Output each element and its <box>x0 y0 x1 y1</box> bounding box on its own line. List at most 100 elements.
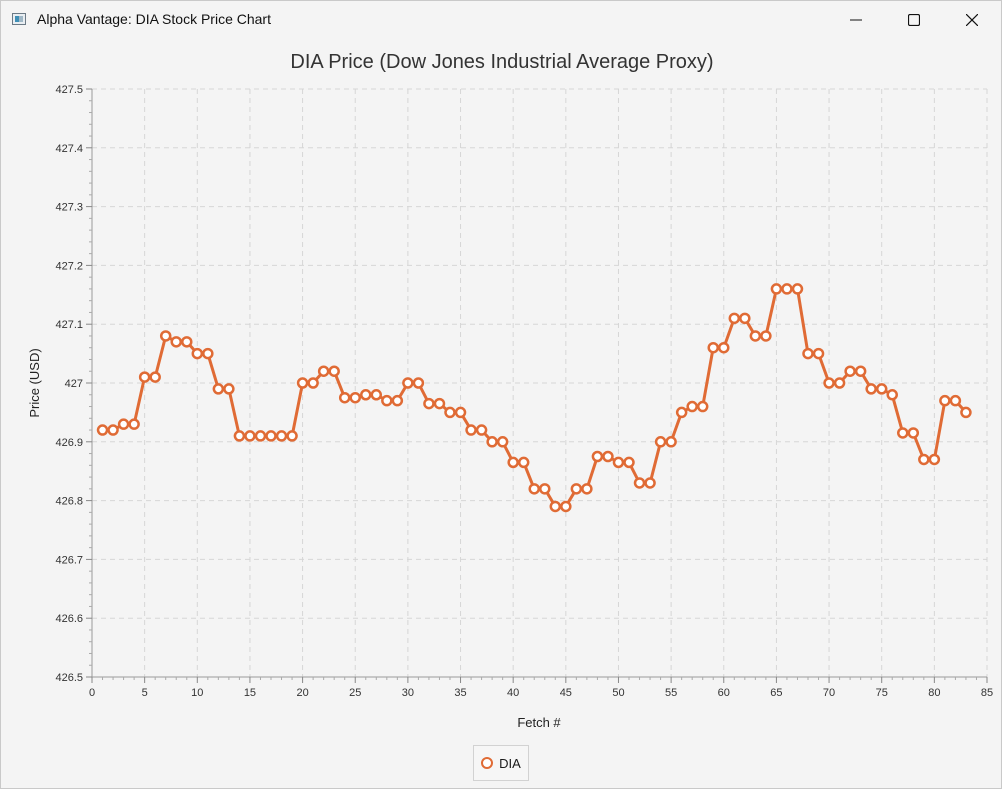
x-axis-label: Fetch # <box>517 715 561 730</box>
close-icon <box>966 14 978 26</box>
data-point <box>770 283 783 295</box>
y-tick-label: 426.7 <box>55 554 83 566</box>
data-point <box>781 283 793 295</box>
chart-title: DIA Price (Dow Jones Industrial Average … <box>290 51 713 73</box>
x-tick-label: 85 <box>981 687 993 699</box>
title-bar[interactable]: Alpha Vantage: DIA Stock Price Chart <box>1 1 1001 39</box>
data-point <box>528 483 540 495</box>
data-point <box>591 450 604 463</box>
data-point <box>612 456 625 469</box>
data-point <box>117 418 130 430</box>
y-tick-label: 426.6 <box>55 613 83 625</box>
data-point <box>844 365 856 377</box>
x-tick-label: 50 <box>612 687 624 699</box>
x-tick-label: 25 <box>349 687 361 699</box>
data-point <box>475 424 488 436</box>
data-point <box>149 371 161 383</box>
data-point <box>749 330 762 342</box>
data-point <box>854 365 867 377</box>
data-point <box>360 389 372 401</box>
data-point <box>549 500 562 513</box>
data-point <box>802 347 814 360</box>
data-point <box>307 377 319 389</box>
data-point <box>633 477 646 489</box>
y-tick-label: 426.9 <box>55 437 83 449</box>
data-point <box>381 394 393 407</box>
data-point <box>107 424 119 436</box>
chart-legend[interactable]: DIA <box>473 745 529 781</box>
data-point <box>918 453 930 466</box>
data-point <box>675 406 688 419</box>
data-point <box>654 436 667 448</box>
x-tick-label: 15 <box>244 687 256 699</box>
y-axis-ticks: 426.5 426.6 426.7 426.8 426.9 427 427.1 427.2 42… <box>55 84 92 684</box>
data-point <box>623 456 635 469</box>
x-tick-label: 5 <box>142 687 148 699</box>
data-point <box>665 436 677 448</box>
series-line <box>102 287 968 508</box>
data-point <box>949 394 962 407</box>
data-point <box>181 336 193 348</box>
y-tick-label: 426.8 <box>55 496 83 508</box>
data-point <box>581 483 593 495</box>
x-tick-label: 55 <box>665 687 677 699</box>
data-point <box>244 430 256 442</box>
legend-label: DIA <box>499 755 521 771</box>
x-tick-label: 80 <box>928 687 940 699</box>
x-tick-label: 60 <box>718 687 730 699</box>
y-tick-label: 427.3 <box>55 202 83 214</box>
data-point <box>560 500 572 513</box>
data-point <box>402 377 414 389</box>
y-tick-label: 427.2 <box>55 260 83 272</box>
data-point <box>391 394 404 407</box>
data-point <box>517 456 530 469</box>
data-point <box>939 394 951 407</box>
data-point <box>338 391 351 404</box>
x-tick-label: 20 <box>296 687 308 699</box>
data-point <box>212 383 225 395</box>
y-tick-label: 427.5 <box>55 84 83 96</box>
data-point <box>349 391 361 404</box>
data-point <box>696 400 709 413</box>
y-tick-label: 426.5 <box>55 672 83 684</box>
data-point <box>507 456 519 469</box>
y-tick-label: 427.1 <box>55 319 83 331</box>
x-tick-label: 35 <box>454 687 466 699</box>
data-point <box>138 371 151 383</box>
data-point <box>170 336 182 348</box>
data-point <box>296 377 309 389</box>
data-point <box>602 450 614 463</box>
data-point <box>960 406 972 419</box>
data-point <box>328 365 340 377</box>
data-point <box>159 330 172 342</box>
data-point <box>454 406 467 419</box>
data-point <box>644 477 656 489</box>
application-window-icon <box>12 13 26 25</box>
data-point <box>833 377 846 389</box>
data-point <box>539 483 551 495</box>
data-point <box>791 283 804 295</box>
minimize-icon <box>850 19 862 21</box>
data-point <box>423 397 435 410</box>
window-title: Alpha Vantage: DIA Stock Price Chart <box>37 11 271 27</box>
data-point <box>570 483 583 495</box>
grid-lines <box>91 88 988 678</box>
data-point <box>928 453 941 466</box>
data-point <box>812 347 825 360</box>
maximize-button[interactable] <box>885 1 943 39</box>
data-point <box>897 427 909 439</box>
data-point <box>886 389 898 401</box>
data-point <box>128 418 140 430</box>
maximize-icon <box>908 14 920 26</box>
x-tick-label: 0 <box>89 687 95 699</box>
close-button[interactable] <box>943 1 1001 39</box>
minimize-button[interactable] <box>827 1 885 39</box>
y-axis-label: Price (USD) <box>27 348 42 417</box>
x-tick-label: 70 <box>823 687 835 699</box>
data-point <box>317 365 330 377</box>
data-point <box>823 377 835 389</box>
x-axis-ticks: 0 5 10 15 20 25 30 35 40 45 50 55 60 65 70 75 80 85 <box>89 677 993 699</box>
data-point <box>223 383 235 395</box>
x-tick-label: 65 <box>770 687 782 699</box>
